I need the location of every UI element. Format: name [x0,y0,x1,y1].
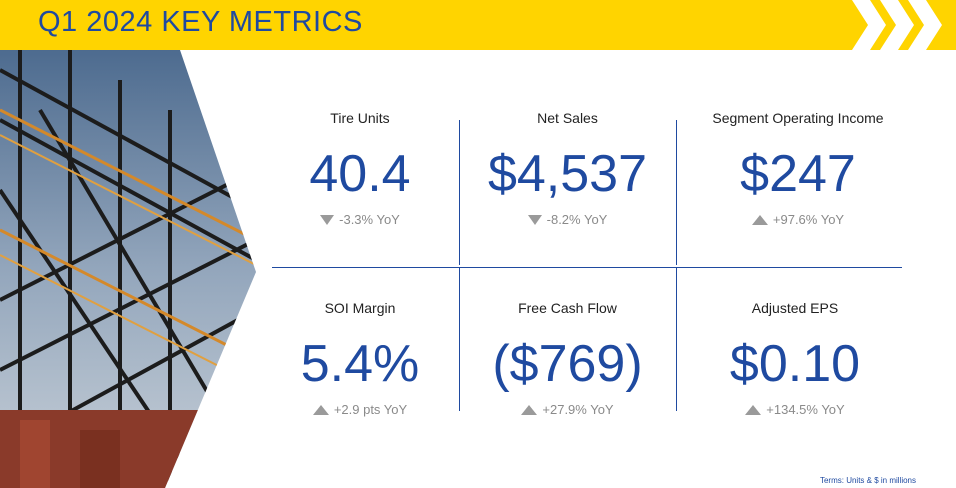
footnote: Terms: Units & $ in millions [819,476,916,485]
metric-adjusted-eps: Adjusted EPS $0.10 +134.5% YoY [695,300,895,417]
metric-value: $4,537 [487,145,648,203]
metric-free-cash-flow: Free Cash Flow ($769) +27.9% YoY [470,300,665,417]
hero-photo [0,50,256,488]
up-arrow-icon [751,214,768,225]
divider-vertical-1a [459,120,460,265]
metric-change: +2.9 pts YoY [255,402,465,417]
metric-change: -3.3% YoY [270,212,450,227]
metric-value: $0.10 [729,335,861,393]
divider-vertical-1b [459,268,460,411]
metric-label: SOI Margin [324,300,396,316]
metric-segment-operating-income: Segment Operating Income $247 +97.6% YoY [688,110,908,227]
chevrons-icon [852,0,942,50]
metric-net-sales: Net Sales $4,537 -8.2% YoY [475,110,660,227]
down-arrow-icon [320,214,335,225]
header-bar: Q1 2024 KEY METRICS [0,0,956,50]
metric-value: 40.4 [309,145,411,203]
page-title: Q1 2024 KEY METRICS [38,6,363,38]
down-arrow-icon [527,214,542,225]
divider-horizontal [272,267,902,268]
metric-change: -8.2% YoY [475,212,660,227]
divider-vertical-2a [676,120,677,265]
metric-label: Adjusted EPS [751,300,839,316]
metric-change: +134.5% YoY [695,402,895,417]
up-arrow-icon [312,404,329,415]
metric-soi-margin: SOI Margin 5.4% +2.9 pts YoY [255,300,465,417]
metric-value: 5.4% [300,335,420,393]
up-arrow-icon [745,404,762,415]
metric-tire-units: Tire Units 40.4 -3.3% YoY [270,110,450,227]
metric-label: Segment Operating Income [712,110,884,126]
metric-label: Free Cash Flow [518,300,617,316]
divider-vertical-2b [676,268,677,411]
up-arrow-icon [521,404,538,415]
metric-change: +97.6% YoY [688,212,908,227]
metric-change: +27.9% YoY [470,402,665,417]
metric-label: Tire Units [330,110,390,126]
metric-label: Net Sales [537,110,598,126]
metric-value: ($769) [492,335,643,393]
metric-value: $247 [740,145,856,203]
